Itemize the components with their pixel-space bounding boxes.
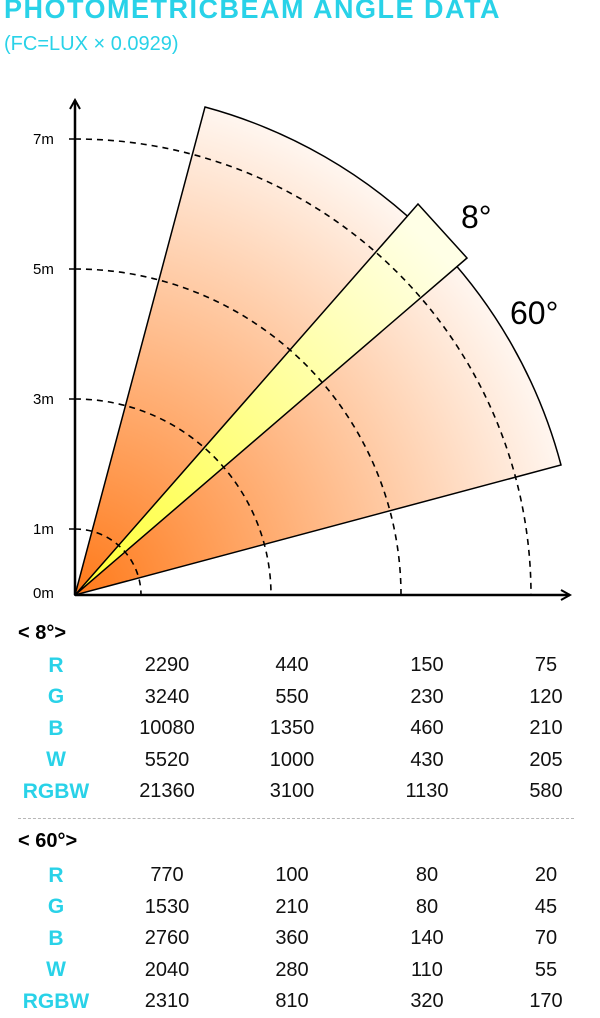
y-tick-label-7m: 7m xyxy=(33,131,54,148)
table-cell: 280 xyxy=(275,958,309,981)
row-label: R xyxy=(48,653,64,677)
table-row: G 3240 550 230 120 xyxy=(0,682,600,714)
distance-arc-5 xyxy=(74,268,402,596)
table-cell: 1350 xyxy=(269,717,315,740)
table-cell: 150 xyxy=(410,654,444,677)
table-cell: 120 xyxy=(529,685,563,708)
table-cell: 170 xyxy=(529,990,563,1013)
table-row: RGBW 21360 3100 1130 580 xyxy=(0,776,600,808)
y-tick-label-3m: 3m xyxy=(33,391,54,408)
row-label: W xyxy=(46,958,66,982)
table-cell: 70 xyxy=(534,927,558,950)
table-cell: 45 xyxy=(534,895,558,918)
beam-angle-diagram: 7m 5m 3m 1m 0m 8° 60° xyxy=(33,80,600,602)
table-cell: 110 xyxy=(411,958,443,981)
table-cell: 80 xyxy=(415,864,439,887)
table-cell: 770 xyxy=(150,864,184,887)
table-cell: 1000 xyxy=(269,748,315,771)
table-cell: 1130 xyxy=(405,780,449,803)
narrow-beam-cone xyxy=(74,202,469,596)
page-title: PHOTOMETRICBEAM ANGLE DATA xyxy=(4,0,501,24)
table-cell: 55 xyxy=(534,958,558,981)
table-cell: 230 xyxy=(410,685,444,708)
table-separator xyxy=(18,818,574,819)
table-cell: 440 xyxy=(275,654,309,677)
y-tick-label-0m: 0m xyxy=(33,585,54,602)
table-cell: 5520 xyxy=(144,748,190,771)
table-cell: 3100 xyxy=(269,780,315,803)
row-label: R xyxy=(48,863,64,887)
table-cell: 21360 xyxy=(139,780,195,803)
narrow-beam-label: 8° xyxy=(461,199,492,235)
distance-arc-1 xyxy=(74,528,142,596)
table-row: W 2040 280 110 55 xyxy=(0,955,600,987)
table-cell: 460 xyxy=(410,717,444,740)
table-cell: 2290 xyxy=(144,654,190,677)
table-cell: 80 xyxy=(415,895,439,918)
table-cell: 580 xyxy=(529,780,563,803)
table-cell: 75 xyxy=(534,654,558,677)
table-cell: 10080 xyxy=(139,717,195,740)
table-row: R 770 100 80 20 xyxy=(0,860,600,892)
row-label: W xyxy=(46,748,66,772)
row-label: RGBW xyxy=(22,989,90,1013)
table-cell: 1530 xyxy=(144,895,190,918)
y-tick-label-1m: 1m xyxy=(33,521,54,538)
table-60deg: R 770 100 80 20 G 1530 210 80 45 B 2760 360 140 70 W 204… xyxy=(0,860,600,1018)
table-cell: 100 xyxy=(275,864,309,887)
table-cell: 2040 xyxy=(144,958,190,981)
table-cell: 810 xyxy=(275,990,309,1013)
table-cell: 210 xyxy=(275,895,309,918)
row-label: B xyxy=(48,716,64,740)
table-row: B 10080 1350 460 210 xyxy=(0,713,600,745)
row-label: G xyxy=(47,685,65,709)
y-tick-label-5m: 5m xyxy=(33,261,54,278)
table-row: RGBW 2310 810 320 170 xyxy=(0,986,600,1018)
table-row: G 1530 210 80 45 xyxy=(0,892,600,924)
table-cell: 140 xyxy=(410,927,444,950)
table-cell: 20 xyxy=(534,864,558,887)
page-subtitle: (FC=LUX × 0.0929) xyxy=(4,33,179,55)
table-cell: 430 xyxy=(410,748,444,771)
table-cell: 360 xyxy=(275,927,309,950)
table-cell: 2310 xyxy=(144,990,190,1013)
table-cell: 210 xyxy=(529,717,563,740)
row-label: G xyxy=(47,895,65,919)
row-label: B xyxy=(48,926,64,950)
table-cell: 3240 xyxy=(144,685,190,708)
table-row: R 2290 440 150 75 xyxy=(0,650,600,682)
row-label: RGBW xyxy=(22,779,90,803)
table-cell: 205 xyxy=(529,748,563,771)
table-heading-60deg: < 60°> xyxy=(18,830,78,852)
distance-arcs xyxy=(74,138,532,596)
table-row: B 2760 360 140 70 xyxy=(0,923,600,955)
table-cell: 550 xyxy=(275,685,309,708)
y-tick-marks xyxy=(69,138,75,530)
distance-arc-7 xyxy=(74,138,532,596)
table-cell: 320 xyxy=(410,990,444,1013)
table-heading-8deg: < 8°> xyxy=(18,622,67,644)
wide-beam-label: 60° xyxy=(510,295,558,331)
table-row: W 5520 1000 430 205 xyxy=(0,745,600,777)
table-8deg: R 2290 440 150 75 G 3240 550 230 120 B 10080 1350 460… xyxy=(0,650,600,808)
table-cell: 2760 xyxy=(144,927,190,950)
